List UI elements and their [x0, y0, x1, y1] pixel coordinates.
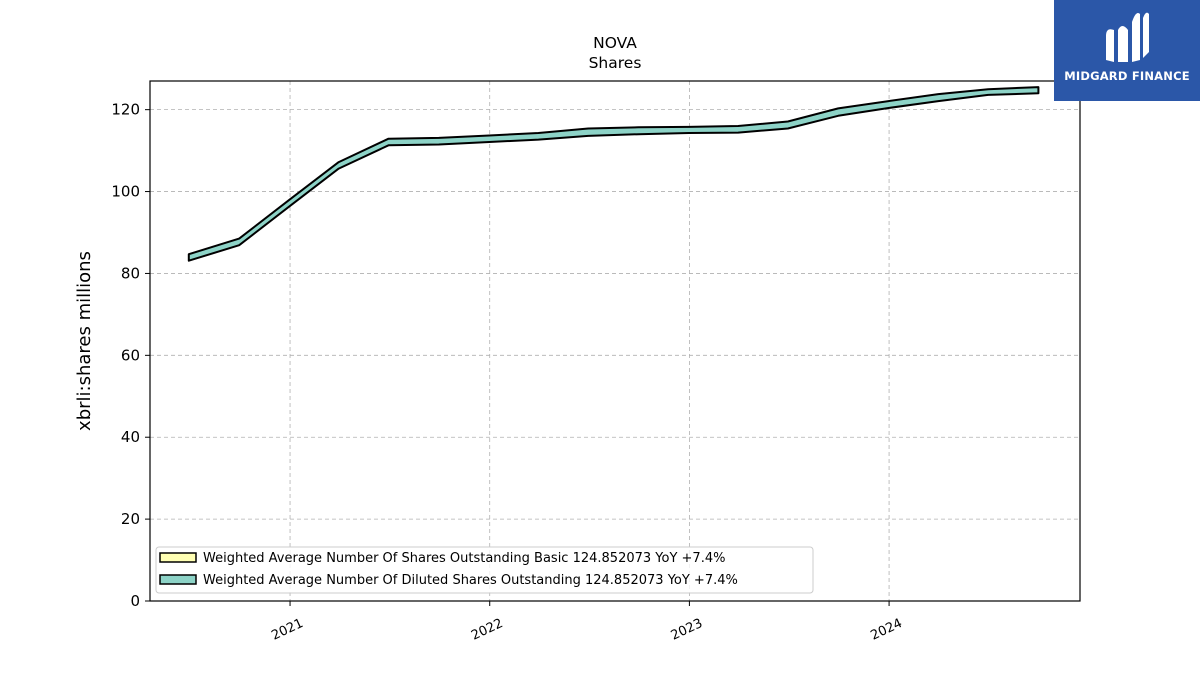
y-tick-label: 0 [130, 592, 140, 610]
logo-text: MIDGARD FINANCE [1064, 69, 1190, 83]
plot-frame [149, 80, 1081, 602]
legend-label-diluted: Weighted Average Number Of Diluted Share… [203, 573, 738, 588]
midgard-finance-logo: MIDGARD FINANCE [1054, 0, 1200, 101]
legend-swatch-diluted [159, 574, 197, 585]
legend: Weighted Average Number Of Shares Outsta… [155, 546, 814, 594]
series-layer [187, 86, 1040, 262]
y-tick-label: 40 [121, 428, 140, 446]
x-tick-label: 2022 [469, 616, 505, 644]
basic-shares-line [188, 93, 1039, 261]
legend-label-basic: Weighted Average Number Of Shares Outsta… [203, 551, 725, 566]
x-tick-label: 2023 [669, 616, 705, 644]
x-tick-label: 2024 [868, 616, 904, 644]
legend-swatch-basic [159, 552, 197, 563]
y-tick-label: 20 [121, 510, 140, 528]
y-tick-label: 80 [121, 264, 140, 282]
chart-title: NOVA [593, 34, 637, 52]
logo-mark-icon [1106, 12, 1149, 62]
y-tick-label: 100 [111, 183, 140, 201]
diluted-shares-band [187, 86, 1040, 262]
chart-subtitle: Shares [589, 54, 642, 72]
grid [150, 81, 1080, 601]
legend-box [155, 546, 814, 594]
y-tick-label: 60 [121, 346, 140, 364]
x-tick-label: 2021 [269, 616, 305, 644]
y-axis-label: xbrli:shares millions [74, 251, 95, 431]
y-tick-label: 120 [111, 101, 140, 119]
